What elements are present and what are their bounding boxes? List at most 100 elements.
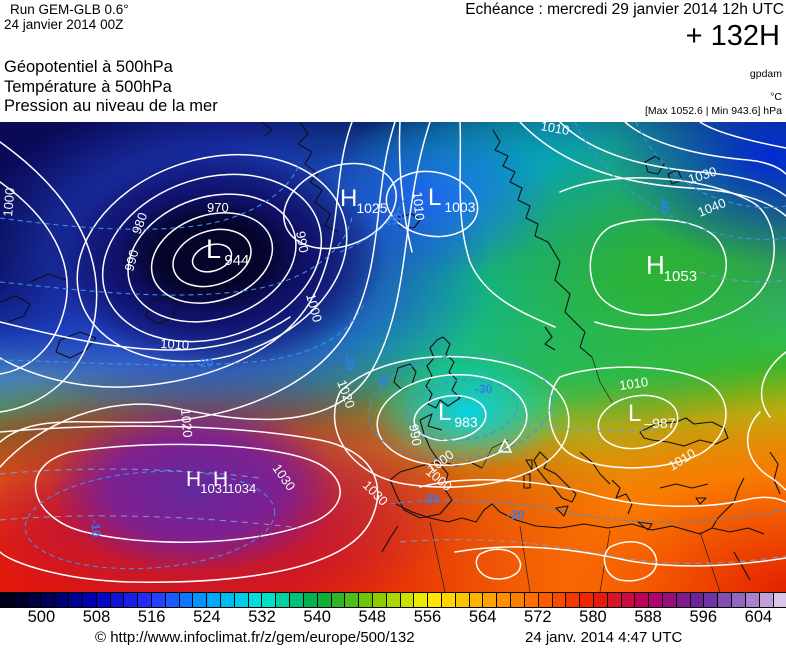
colorbar-cell bbox=[234, 593, 249, 607]
temperature-label: -30 bbox=[475, 382, 493, 396]
colorbar-tick: 588 bbox=[634, 608, 662, 626]
colorbar-cell bbox=[593, 593, 608, 607]
colorbar-cell bbox=[552, 593, 567, 607]
param-geopotential: Géopotentiel à 500hPa bbox=[4, 58, 173, 76]
pressure-center-letter: L bbox=[428, 184, 441, 211]
colorbar-cell bbox=[455, 593, 470, 607]
source-url: © http://www.infoclimat.fr/z/gem/europe/… bbox=[95, 629, 415, 646]
colorbar-cell bbox=[524, 593, 539, 607]
temperature-label: -20 bbox=[507, 508, 525, 522]
pressure-center-letter: H bbox=[340, 185, 357, 212]
parameter-titles: Géopotentiel à 500hPa Température à 500h… bbox=[4, 58, 218, 117]
isobars bbox=[0, 122, 786, 583]
isobar-label: 1030 bbox=[686, 164, 718, 187]
pressure-center-value: 944 bbox=[224, 252, 249, 269]
colorbar-cell bbox=[759, 593, 774, 607]
pressure-center-letter: H bbox=[213, 468, 228, 491]
colorbar-cell bbox=[124, 593, 139, 607]
colorbar-cell bbox=[745, 593, 760, 607]
colorbar-cell bbox=[566, 593, 581, 607]
pressure-center-value: 1053 bbox=[664, 268, 697, 285]
temperature-label: -20 bbox=[422, 492, 440, 506]
colorbar-cell bbox=[676, 593, 691, 607]
colorbar-cell bbox=[400, 593, 415, 607]
isobar-label: 1010 bbox=[539, 122, 570, 138]
pressure-center-letter: L bbox=[628, 400, 641, 427]
pressure-center-value: 1003 bbox=[444, 199, 475, 215]
colorbar-cell bbox=[538, 593, 553, 607]
colorbar-cell bbox=[469, 593, 484, 607]
footer: © http://www.infoclimat.fr/z/gem/europe/… bbox=[0, 626, 786, 648]
colorbar-cell bbox=[359, 593, 373, 607]
colorbar-cell bbox=[82, 593, 97, 607]
colorbar-tick: 580 bbox=[579, 608, 607, 626]
isobar-label: 1010 bbox=[666, 445, 698, 473]
run-date-label: 24 janvier 2014 00Z bbox=[4, 17, 124, 32]
colorbar-cell bbox=[290, 593, 304, 607]
pressure-center-value: 1025 bbox=[356, 200, 387, 216]
colorbar-tick-labels: 500 508 516 524 532 540 548 556 564 572 580 588 596 6… bbox=[0, 608, 786, 626]
colorbar-cell bbox=[732, 593, 746, 607]
colorbar-tick: 532 bbox=[248, 608, 276, 626]
colorbar-cell bbox=[372, 593, 387, 607]
colorbar-cell bbox=[165, 593, 180, 607]
colorbar-cell bbox=[331, 593, 346, 607]
colorbar-cell bbox=[179, 593, 194, 607]
map-canvas[interactable]: L 944 H 1025 L 1003 H 1053 L 983 L –987 H 1031 H 1034 97… bbox=[0, 122, 786, 592]
temperature-label: -20 bbox=[341, 352, 358, 372]
colorbar-cell bbox=[663, 593, 677, 607]
colorbar-tick: 556 bbox=[413, 608, 442, 626]
colorbar-tick: 508 bbox=[82, 608, 111, 626]
colorbar-cell bbox=[704, 593, 719, 607]
colorbar-cell bbox=[262, 593, 277, 607]
colorbar-tick: 500 bbox=[27, 608, 56, 626]
colorbar-cell bbox=[497, 593, 512, 607]
isobar-label: 1010 bbox=[160, 336, 190, 352]
pressure-center-letter: L bbox=[438, 399, 451, 426]
colorbar-cell bbox=[386, 593, 401, 607]
pressure-center-value: 1034 bbox=[227, 481, 256, 496]
isobar-label: 990 bbox=[406, 423, 425, 447]
model-run-label: Run GEM-GLB 0.6° bbox=[10, 2, 129, 17]
geopotential-colorbar bbox=[0, 592, 786, 608]
colorbar-cell bbox=[690, 593, 705, 607]
colorbar-cell bbox=[442, 593, 456, 607]
pressure-center-letter: H bbox=[646, 250, 665, 280]
colorbar-cell bbox=[110, 593, 125, 607]
colorbar-cell bbox=[345, 593, 360, 607]
colorbar-tick: 540 bbox=[303, 608, 331, 626]
colorbar-cell bbox=[276, 593, 291, 607]
forecast-hour-label: + 132H bbox=[685, 20, 780, 52]
colorbar-cell bbox=[303, 593, 318, 607]
colorbar-cell bbox=[773, 593, 786, 607]
colorbar-cell bbox=[649, 593, 663, 607]
isobar-label: 990 bbox=[121, 248, 141, 273]
unit-temp-label: °C bbox=[770, 91, 782, 103]
triangle-marker bbox=[497, 438, 513, 453]
temperature-label: -20 bbox=[196, 356, 214, 370]
colorbar-tick: 564 bbox=[468, 608, 497, 626]
colorbar-cell bbox=[511, 593, 525, 607]
colorbar-tick: 572 bbox=[524, 608, 552, 626]
isobar-label: 1020 bbox=[178, 408, 195, 438]
header: Run GEM-GLB 0.6° 24 janvier 2014 00Z Ech… bbox=[0, 0, 786, 122]
colorbar-cell bbox=[414, 593, 429, 607]
colorbar-cell bbox=[317, 593, 332, 607]
colorbar-cell bbox=[428, 593, 442, 607]
temperature-label: -10 bbox=[88, 519, 103, 538]
colorbar-cell bbox=[138, 593, 152, 607]
unit-gpdam-label: gpdam bbox=[749, 68, 782, 80]
colorbar-cell bbox=[13, 593, 28, 607]
colorbar-cell bbox=[69, 593, 83, 607]
colorbar-cell bbox=[96, 593, 111, 607]
colorbar-cell bbox=[151, 593, 166, 607]
colorbar-cell bbox=[41, 593, 56, 607]
colorbar-cell bbox=[483, 593, 498, 607]
param-temperature: Température à 500hPa bbox=[4, 77, 172, 96]
colorbar-tick: 516 bbox=[137, 608, 166, 626]
pressure-center-value: 1031 bbox=[200, 481, 229, 496]
colorbar-cell bbox=[621, 593, 636, 607]
